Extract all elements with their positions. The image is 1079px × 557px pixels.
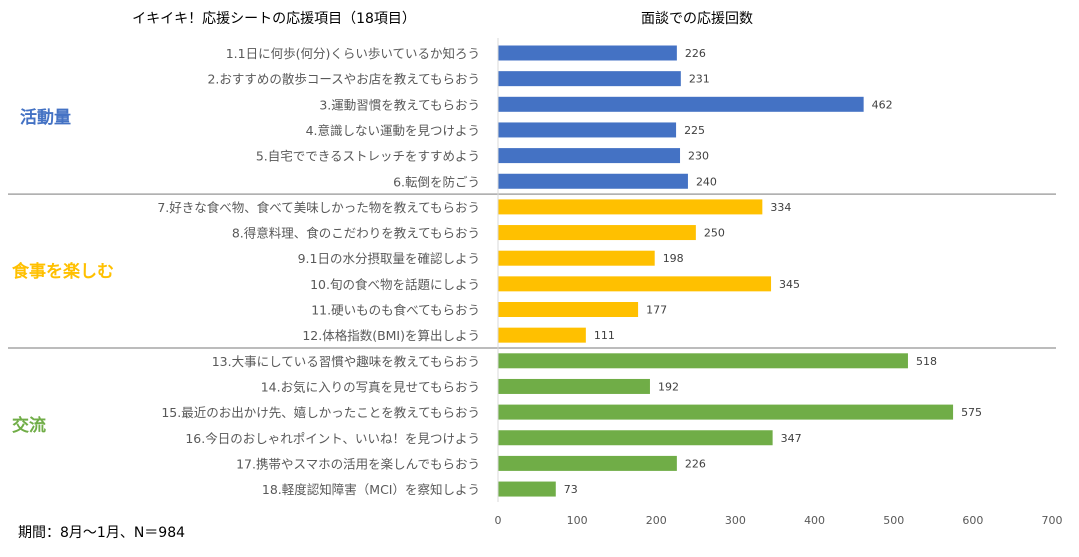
bar — [498, 276, 772, 292]
category-label: 8.得意料理、食のこだわりを教えてもらおう — [232, 226, 480, 241]
data-label: 198 — [663, 252, 684, 265]
data-label: 226 — [685, 47, 706, 60]
category-label: 10.旬の食べ物を話題にしよう — [310, 277, 480, 292]
bar — [498, 430, 773, 446]
data-label: 192 — [658, 380, 679, 393]
category-label: 1.1日に何歩(何分)くらい歩いているか知ろう — [226, 46, 480, 61]
data-label: 575 — [961, 406, 982, 419]
bar — [498, 353, 908, 369]
chart-title: 面談での応援回数 — [641, 11, 753, 27]
group-label: 食事を楽しむ — [12, 261, 114, 282]
category-label: 3.運動習慣を教えてもらおう — [319, 97, 480, 112]
bar — [498, 45, 677, 61]
x-tick-label: 200 — [646, 514, 667, 527]
bar — [498, 404, 954, 420]
category-label: 13.大事にしている習慣や趣味を教えてもらおう — [212, 354, 480, 369]
bar — [498, 302, 639, 317]
category-label: 14.お気に入りの写真を見せてもらおう — [261, 379, 480, 394]
category-label: 17.携帯やスマホの活用を楽しんでもらおう — [236, 456, 480, 471]
category-label: 7.好きな食べ物、食べて美味しかった物を教えてもらおう — [157, 200, 480, 215]
data-label: 225 — [684, 124, 705, 137]
left-title: イキイキ！応援シートの応援項目（18項目） — [132, 11, 416, 27]
x-tick-label: 300 — [725, 514, 746, 527]
category-label: 5.自宅でできるストレッチをすすめよう — [256, 149, 480, 164]
bar — [498, 250, 655, 266]
data-label: 462 — [872, 98, 893, 111]
data-label: 518 — [916, 355, 937, 368]
bar — [498, 122, 677, 138]
data-label: 226 — [685, 457, 706, 470]
category-label: 6.転倒を防ごう — [393, 174, 480, 189]
group-label: 活動量 — [20, 107, 71, 128]
category-label: 15.最近のお出かけ先、嬉しかったことを教えてもらおう — [161, 405, 480, 420]
category-label: 18.軽度認知障害（MCI）を察知しよう — [262, 482, 480, 497]
data-label: 250 — [704, 227, 725, 240]
x-tick-label: 0 — [495, 514, 502, 527]
bar — [498, 225, 696, 241]
bar — [498, 173, 688, 189]
x-tick-label: 400 — [804, 514, 825, 527]
bar — [498, 71, 681, 87]
bar — [498, 378, 650, 394]
bar — [498, 327, 586, 343]
data-label: 73 — [564, 483, 578, 496]
x-tick-label: 500 — [883, 514, 904, 527]
data-label: 177 — [646, 304, 667, 317]
category-label: 11.硬いものも食べてもらおう — [311, 303, 480, 318]
category-label: 9.1日の水分摂取量を確認しよう — [298, 251, 480, 266]
x-tick-label: 600 — [962, 514, 983, 527]
data-label: 347 — [781, 432, 802, 445]
bar — [498, 481, 556, 497]
group-label: 交流 — [12, 415, 46, 436]
footnote: 期間：8月～1月、N＝984 — [18, 525, 185, 541]
bar — [498, 455, 677, 471]
data-label: 240 — [696, 175, 717, 188]
x-tick-label: 700 — [1042, 514, 1063, 527]
data-label: 231 — [689, 73, 710, 86]
bar — [498, 199, 763, 215]
x-tick-label: 100 — [567, 514, 588, 527]
category-label: 4.意識しない運動を見つけよう — [306, 123, 480, 138]
category-label: 16.今日のおしゃれポイント、いいね！を見つけよう — [185, 431, 480, 446]
bar — [498, 96, 864, 112]
data-label: 334 — [770, 201, 791, 214]
data-label: 230 — [688, 150, 709, 163]
category-label: 12.体格指数(BMI)を算出しよう — [302, 328, 480, 343]
data-label: 111 — [594, 329, 615, 342]
category-label: 2.おすすめの散歩コースやお店を教えてもらおう — [207, 72, 480, 87]
data-label: 345 — [779, 278, 800, 291]
bar — [498, 148, 681, 164]
